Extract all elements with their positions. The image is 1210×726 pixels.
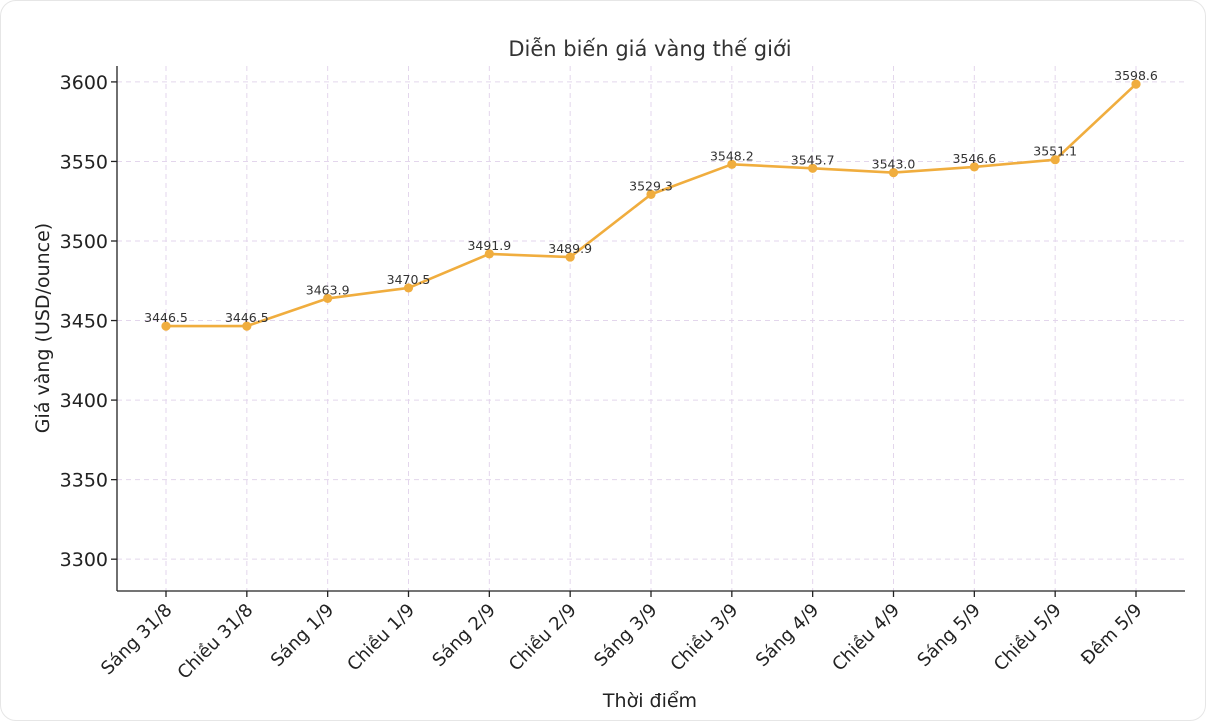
data-label: 3548.2 <box>710 148 754 163</box>
x-tick-label: Sáng 2/9 <box>428 600 499 671</box>
x-tick-label: Chiều 4/9 <box>828 600 904 676</box>
x-tick-label: Chiều 3/9 <box>667 600 743 676</box>
x-tick-label: Chiều 1/9 <box>343 600 419 676</box>
data-point <box>161 321 171 331</box>
x-tick-label: Sáng 5/9 <box>913 600 984 671</box>
y-ticks: 3300 3350 3400 3450 3500 3550 3600 <box>60 72 117 571</box>
data-point <box>808 163 818 173</box>
data-point <box>484 249 494 259</box>
data-label: 3545.7 <box>791 152 835 167</box>
data-label: 3543.0 <box>872 157 916 172</box>
x-tick-label: Chiều 31/8 <box>173 600 257 684</box>
y-tick-label: 3550 <box>60 151 108 173</box>
data-label: 3470.5 <box>387 272 431 287</box>
data-point <box>1050 155 1060 165</box>
data-label: 3598.6 <box>1114 68 1158 83</box>
chart-title: Diễn biến giá vàng thế giới <box>508 36 791 61</box>
y-tick-label: 3300 <box>60 549 108 571</box>
data-label: 3489.9 <box>548 241 592 256</box>
data-point <box>242 321 252 331</box>
x-tick-label: Chiều 2/9 <box>505 600 581 676</box>
data-point <box>969 162 979 172</box>
data-point <box>888 167 899 178</box>
x-tick-label: Sáng 3/9 <box>590 600 661 671</box>
data-label: 3491.9 <box>467 238 511 253</box>
y-axis-label: Giá vàng (USD/ounce) <box>32 223 54 433</box>
grid <box>117 66 1185 591</box>
y-tick-label: 3600 <box>60 72 108 94</box>
data-label: 3446.5 <box>225 310 269 325</box>
y-tick-label: 3450 <box>60 311 108 333</box>
data-label: 3463.9 <box>306 282 350 297</box>
data-label: 3551.1 <box>1033 144 1077 159</box>
data-point <box>727 159 737 169</box>
x-axis-label: Thời điểm <box>602 690 697 712</box>
series <box>161 79 1141 331</box>
y-tick-label: 3350 <box>60 470 108 492</box>
x-tick-label: Đêm 5/9 <box>1077 600 1146 669</box>
y-tick-label: 3500 <box>60 231 108 253</box>
data-label: 3529.3 <box>629 178 673 193</box>
data-point <box>565 252 575 262</box>
data-point <box>646 189 656 199</box>
data-point <box>403 283 414 293</box>
y-tick-label: 3400 <box>60 390 108 412</box>
data-label: 3446.5 <box>144 310 188 325</box>
data-point <box>1131 79 1141 89</box>
x-tick-label: Chiều 5/9 <box>990 600 1066 676</box>
x-tick-label: Sáng 4/9 <box>752 600 823 671</box>
data-point <box>323 293 333 304</box>
x-tick-label: Sáng 31/8 <box>97 600 177 680</box>
data-labels: 3446.5 3446.5 3463.9 3470.5 3491.9 3489.9 3529… <box>144 68 1158 325</box>
data-label: 3546.6 <box>952 151 996 166</box>
x-tick-label: Sáng 1/9 <box>267 600 338 671</box>
